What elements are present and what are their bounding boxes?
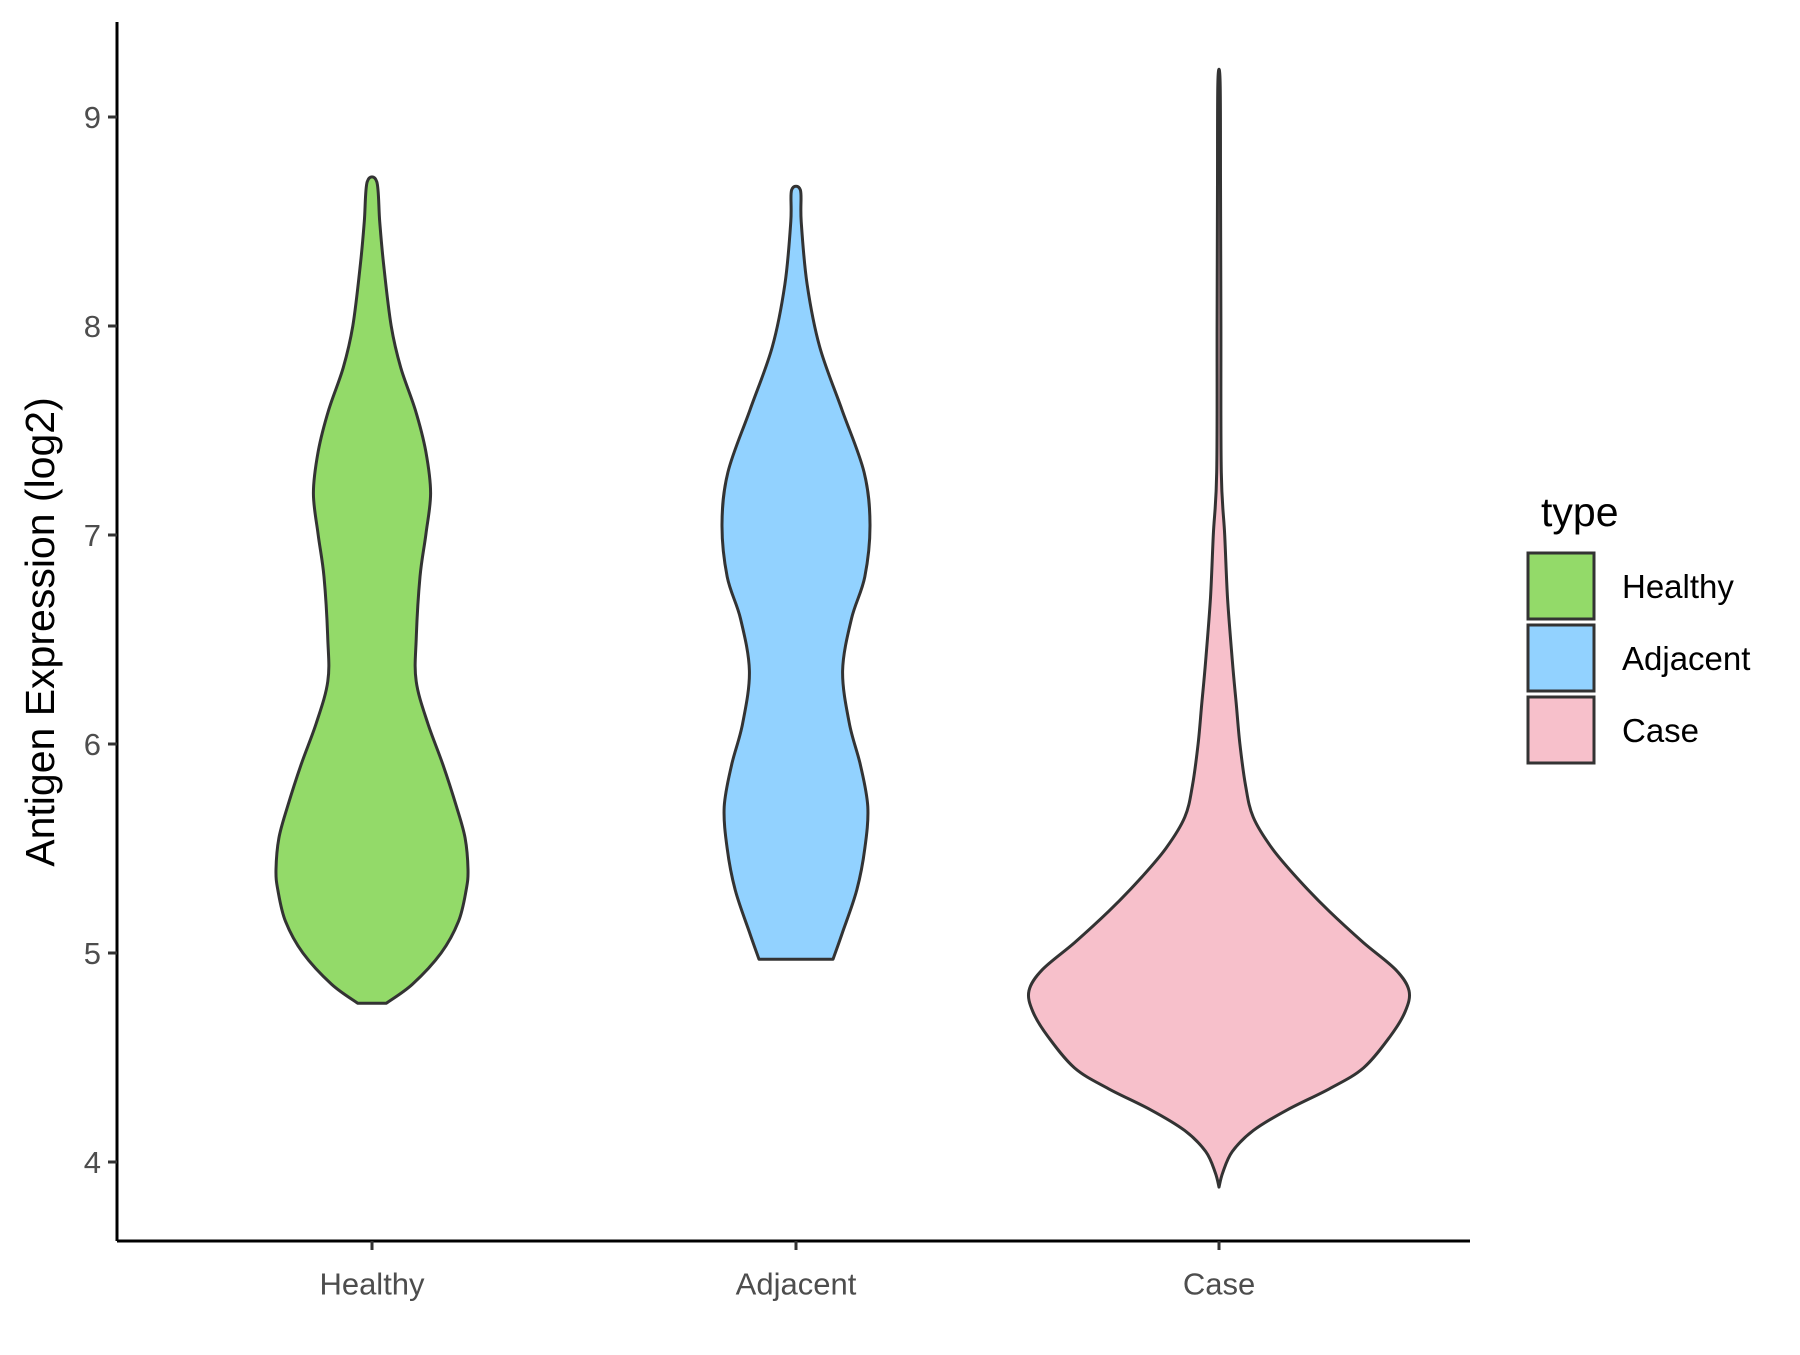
- legend-swatch-case: [1526, 695, 1596, 765]
- y-tick-label: 8: [84, 309, 101, 344]
- violin-healthy: [274, 175, 470, 1005]
- legend-label-case: Case: [1622, 712, 1699, 749]
- legend-title: type: [1541, 489, 1619, 535]
- legend: type Healthy Adjacent Case: [1526, 489, 1750, 765]
- violin-case: [1026, 67, 1412, 1189]
- axes-layer: 4 5 6 7 8 9 Healthy Adjacent Case: [84, 22, 1470, 1301]
- x-tick-group: Healthy Adjacent Case: [319, 1241, 1255, 1301]
- y-tick-label: 5: [84, 936, 101, 971]
- legend-label-healthy: Healthy: [1622, 568, 1734, 605]
- legend-swatch-healthy: [1526, 551, 1596, 621]
- y-axis-title: Antigen Expression (log2): [17, 397, 63, 866]
- x-tick-label: Case: [1183, 1266, 1255, 1301]
- y-tick-label: 9: [84, 100, 101, 135]
- y-tick-group: 4 5 6 7 8 9: [84, 100, 117, 1180]
- legend-items: Healthy Adjacent Case: [1526, 551, 1750, 765]
- y-tick-label: 6: [84, 727, 101, 762]
- x-tick-label: Healthy: [319, 1266, 425, 1301]
- violin-layer: [274, 67, 1412, 1189]
- legend-swatch-adjacent: [1526, 623, 1596, 693]
- y-tick-label: 7: [84, 518, 101, 553]
- legend-label-adjacent: Adjacent: [1622, 640, 1750, 677]
- y-tick-label: 4: [84, 1145, 101, 1180]
- x-tick-label: Adjacent: [736, 1266, 857, 1301]
- violin-adjacent: [720, 184, 872, 961]
